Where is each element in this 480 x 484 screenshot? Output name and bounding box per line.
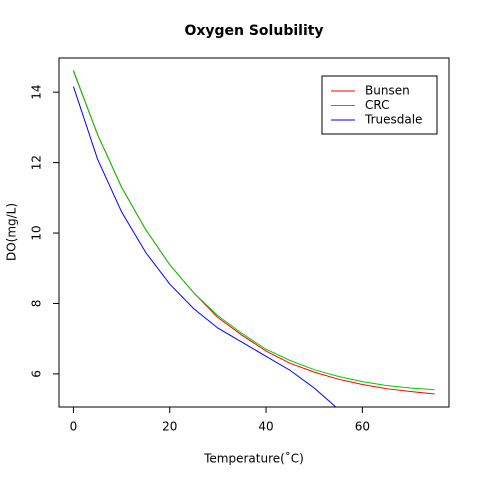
- series-line: [72, 86, 337, 407]
- y-tick-label: 14: [30, 85, 44, 100]
- legend-label: Bunsen: [365, 84, 410, 98]
- x-tick-label: 60: [355, 420, 370, 434]
- chart-title: Oxygen Solubility: [184, 23, 323, 39]
- y-tick-label: 6: [30, 370, 44, 378]
- plot-area: [72, 70, 435, 407]
- legend-label: CRC: [365, 98, 390, 112]
- y-tick-label: 10: [30, 225, 44, 240]
- y-axis-label: DO(mg/L): [5, 203, 19, 261]
- x-tick-label: 20: [162, 420, 177, 434]
- y-tick-label: 12: [30, 155, 44, 170]
- x-axis-label: Temperature(˚C): [203, 451, 304, 466]
- x-tick-label: 40: [258, 420, 273, 434]
- y-tick-label: 8: [30, 300, 44, 308]
- legend-label: Truesdale: [364, 113, 422, 127]
- x-tick-label: 0: [70, 420, 78, 434]
- plot-frame: [58, 57, 450, 408]
- series-line: [72, 70, 435, 391]
